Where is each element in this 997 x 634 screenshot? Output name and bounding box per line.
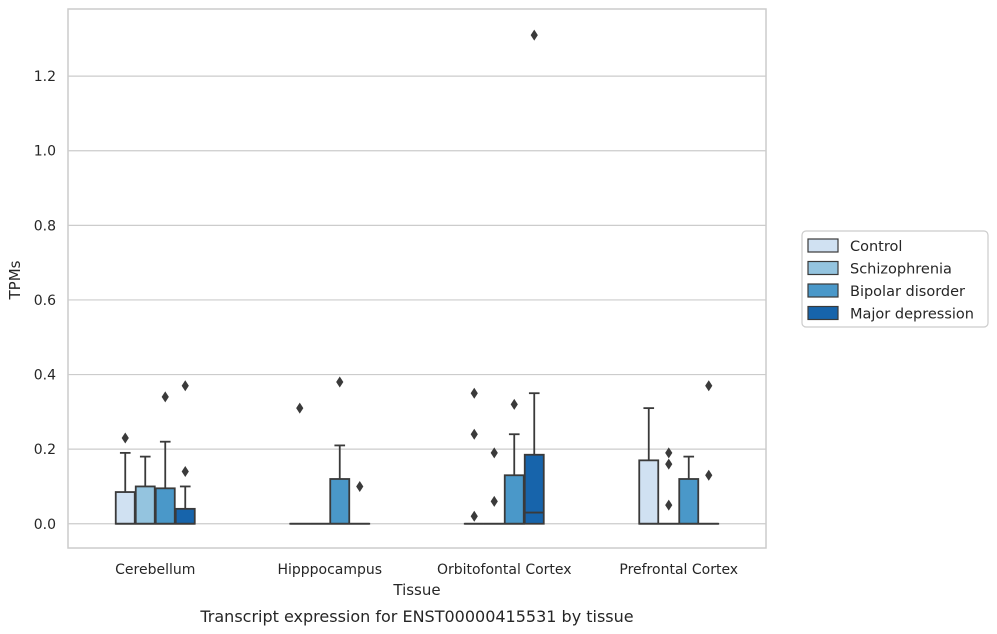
legend-label: Major depression bbox=[850, 307, 974, 323]
outlier-point bbox=[121, 432, 129, 444]
box-major-depression bbox=[523, 29, 545, 525]
outlier-point bbox=[490, 495, 498, 507]
box-groups bbox=[114, 29, 720, 525]
y-tick-label: 0.2 bbox=[34, 442, 56, 458]
x-tick-label: Hipppocampus bbox=[277, 562, 382, 578]
box-schizophrenia bbox=[483, 447, 505, 525]
y-tick-label: 1.0 bbox=[34, 144, 56, 160]
outlier-point bbox=[470, 387, 478, 399]
y-tick-label: 0.4 bbox=[34, 368, 56, 384]
legend-swatch bbox=[807, 238, 839, 253]
outlier-point bbox=[336, 376, 344, 388]
legend-swatch bbox=[807, 283, 839, 298]
outlier-point bbox=[470, 510, 478, 522]
outlier-point bbox=[665, 458, 673, 470]
y-tick-label: 0.6 bbox=[34, 293, 56, 309]
legend-frame bbox=[801, 230, 989, 328]
legend-label: Control bbox=[850, 239, 902, 255]
outlier-point bbox=[510, 398, 518, 410]
y-axis-ticks: 0.0 0.2 0.4 0.6 0.8 1.0 1.2 bbox=[34, 69, 56, 533]
box-major-depression bbox=[349, 480, 371, 525]
outlier-point bbox=[181, 380, 189, 392]
box-control bbox=[638, 407, 660, 525]
outlier-point bbox=[490, 447, 498, 459]
box-schizophrenia bbox=[658, 447, 680, 525]
outlier-point bbox=[296, 402, 304, 414]
box-major-depression bbox=[698, 380, 720, 525]
legend-label: Bipolar disorder bbox=[850, 284, 965, 300]
box bbox=[503, 474, 525, 525]
y-axis-title: TPMs bbox=[6, 260, 24, 300]
legend: Control Schizophrenia Bipolar disorder Majo… bbox=[801, 230, 989, 328]
x-tick-label: Cerebellum bbox=[115, 562, 195, 578]
box-major-depression bbox=[174, 380, 196, 525]
box bbox=[678, 478, 700, 525]
outlier-point bbox=[161, 391, 169, 403]
outlier-point bbox=[470, 428, 478, 440]
legend-label: Schizophrenia bbox=[850, 262, 952, 278]
legend-swatch bbox=[807, 305, 839, 321]
box-bipolar-disorder bbox=[678, 455, 700, 525]
box-schizophrenia bbox=[134, 455, 156, 525]
y-tick-label: 0.8 bbox=[34, 218, 56, 234]
box-control bbox=[463, 387, 485, 525]
box-bipolar-disorder bbox=[154, 391, 176, 525]
x-axis-ticks: Cerebellum Hipppocampus Orbitofontal Corte… bbox=[115, 562, 738, 578]
box-control bbox=[114, 432, 136, 525]
box bbox=[329, 478, 351, 525]
x-axis-title: Tissue bbox=[392, 581, 440, 599]
plot-frame bbox=[67, 8, 767, 549]
box-bipolar-disorder bbox=[503, 398, 525, 525]
box-control bbox=[289, 402, 311, 525]
box bbox=[154, 487, 176, 525]
box-bipolar-disorder bbox=[329, 376, 351, 525]
legend-swatch bbox=[807, 260, 839, 276]
box bbox=[174, 507, 196, 525]
box bbox=[638, 459, 660, 525]
box bbox=[523, 453, 545, 525]
outlier-point bbox=[705, 469, 713, 481]
chart-caption: Transcript expression for ENST0000041553… bbox=[199, 607, 633, 626]
outlier-point bbox=[665, 447, 673, 459]
outlier-point bbox=[356, 480, 364, 492]
x-tick-label: Prefrontal Cortex bbox=[619, 562, 738, 578]
outlier-point bbox=[181, 466, 189, 478]
box bbox=[134, 485, 156, 525]
y-tick-label: 1.2 bbox=[34, 69, 56, 85]
outlier-point bbox=[705, 380, 713, 392]
box bbox=[114, 491, 136, 525]
gridlines bbox=[68, 75, 766, 525]
y-tick-label: 0.0 bbox=[34, 517, 56, 533]
outlier-point bbox=[530, 29, 538, 41]
outlier-point bbox=[665, 499, 673, 511]
x-tick-label: Orbitofontal Cortex bbox=[437, 562, 572, 578]
